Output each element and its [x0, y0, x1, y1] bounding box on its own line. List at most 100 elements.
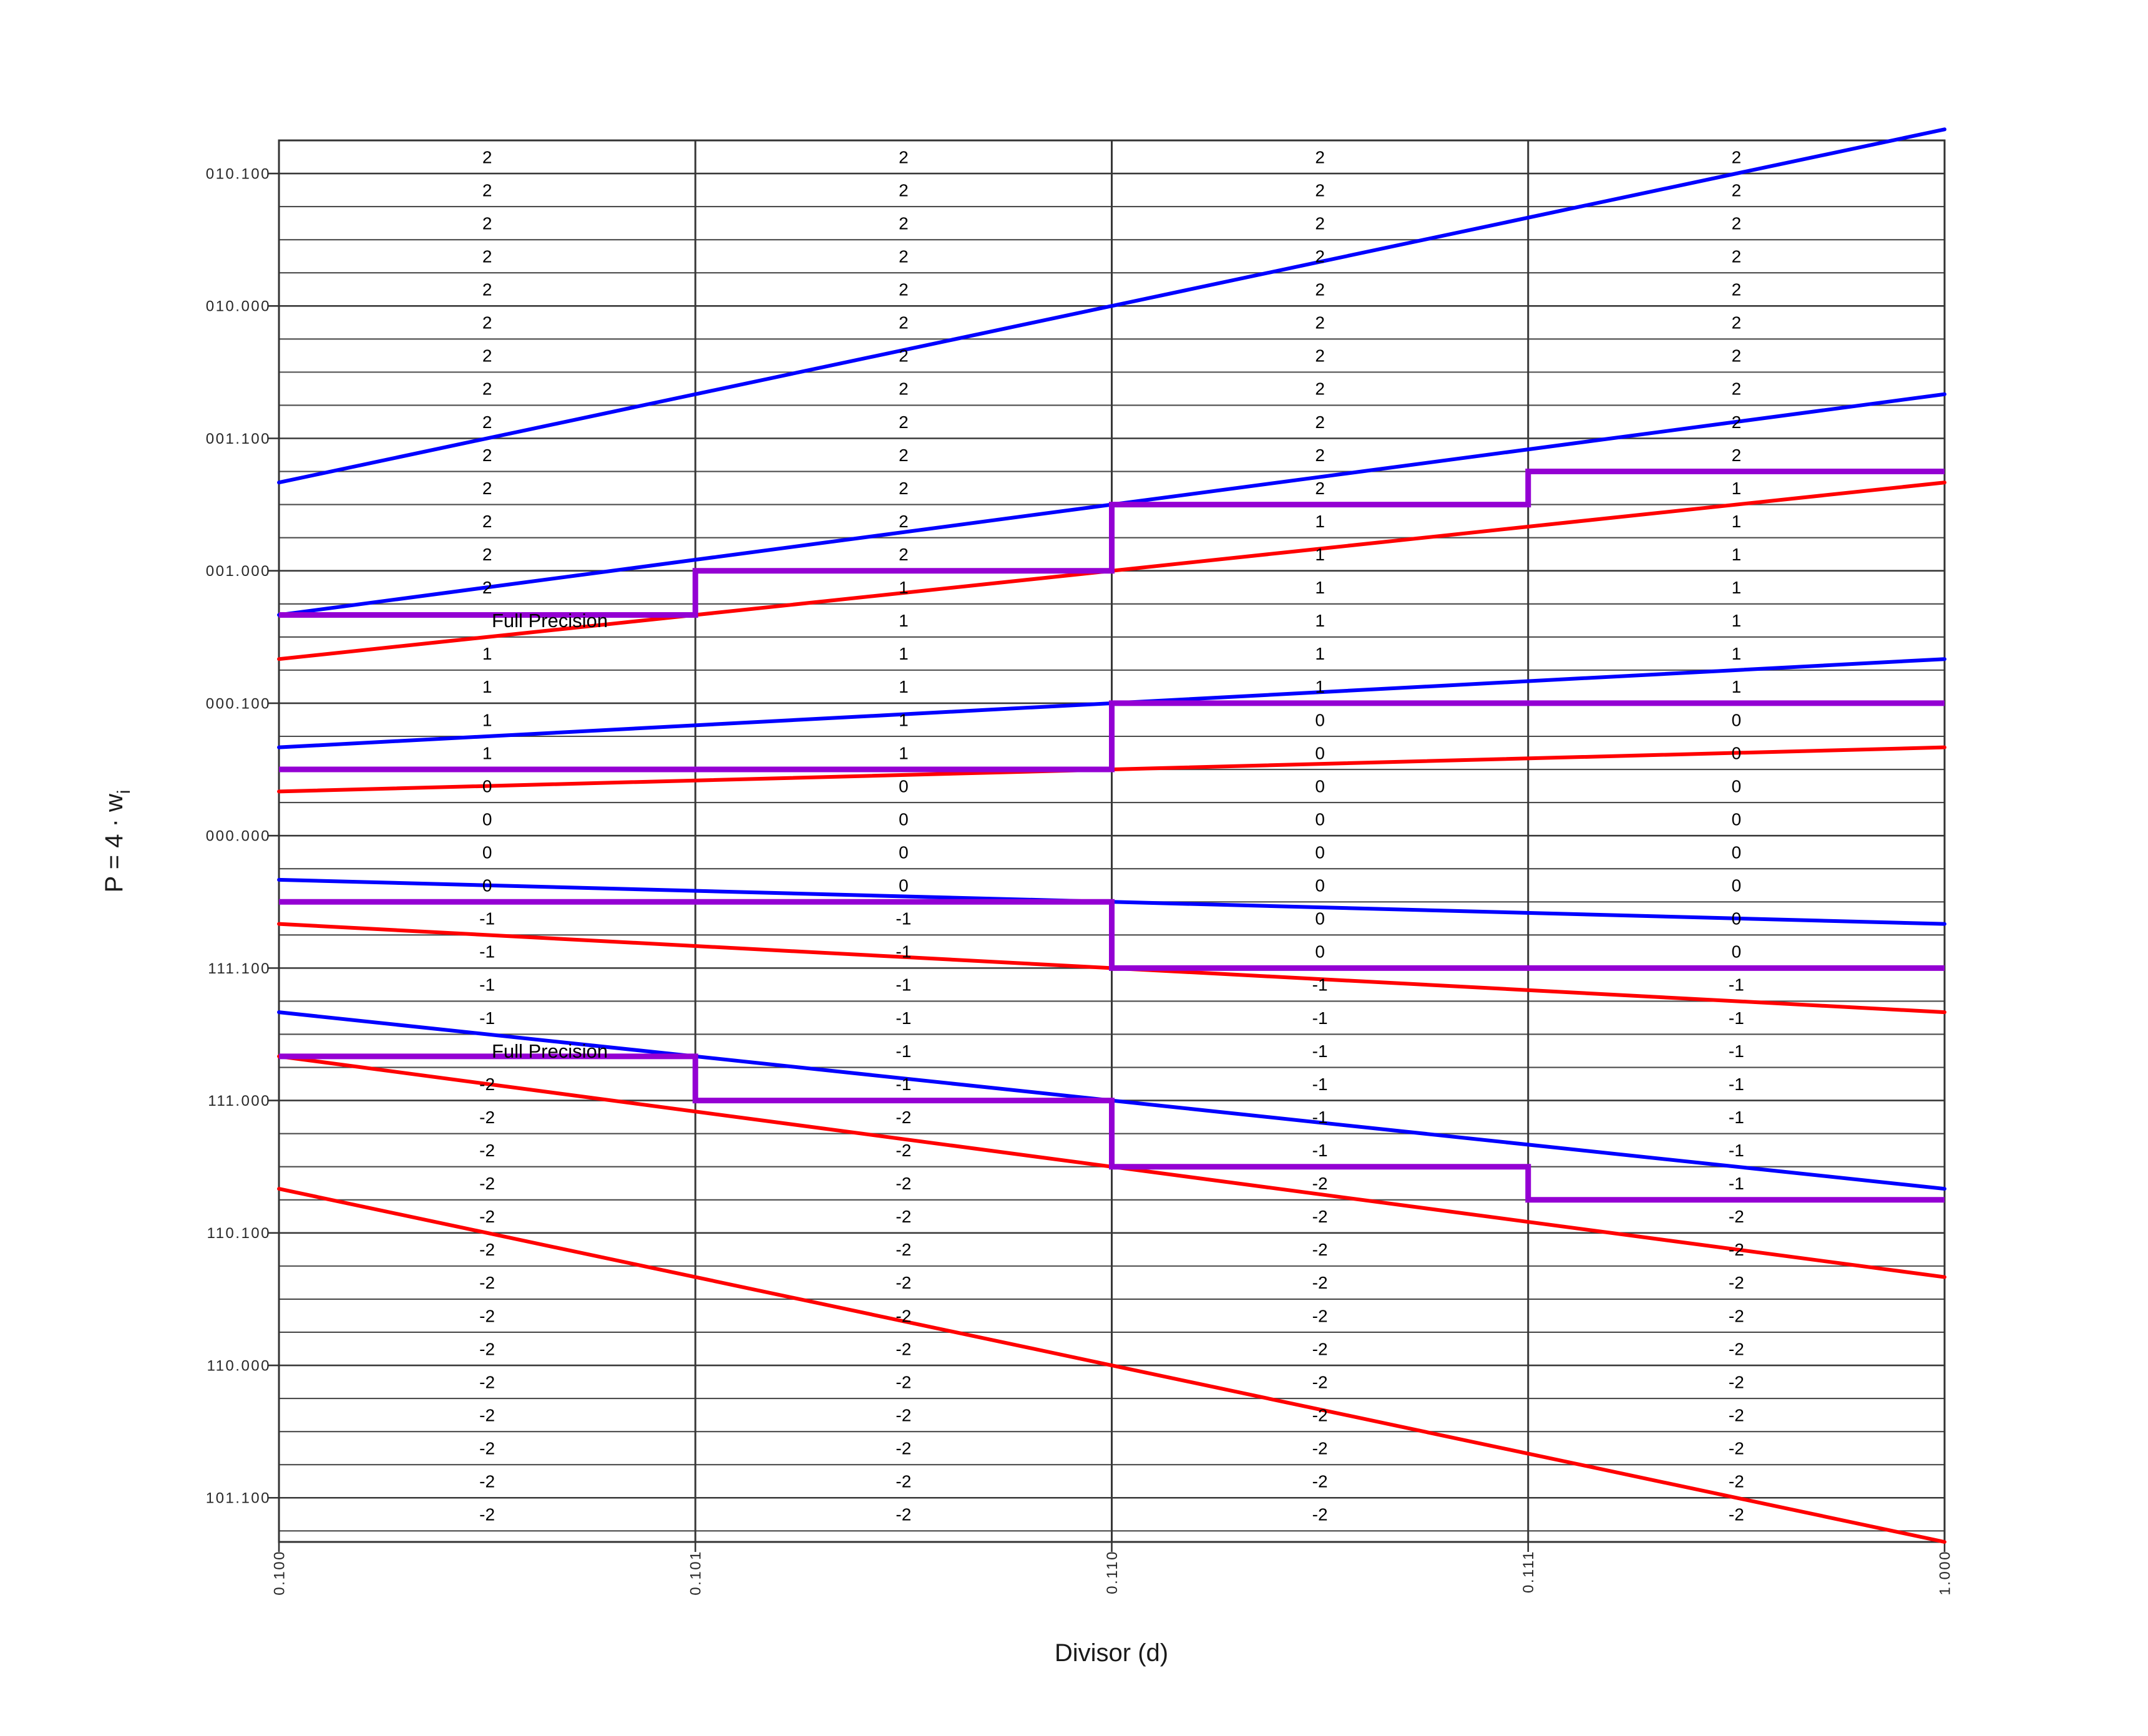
quotient-digit-cell: 2: [1732, 246, 1742, 266]
quotient-digit-cell: 2: [1315, 213, 1325, 233]
quotient-digit-cell: -1: [1312, 1008, 1328, 1028]
quotient-digit-cell: -2: [896, 1372, 911, 1392]
selection-bound-line: [277, 127, 1946, 485]
quotient-digit-cell: 0: [1315, 876, 1325, 895]
quotient-digit-cell: 0: [1732, 776, 1742, 796]
quotient-digit-cell: 0: [1315, 776, 1325, 796]
quotient-digit-cell: -2: [1312, 1306, 1328, 1325]
x-tick-label: 1.000: [1936, 1550, 1953, 1596]
quotient-digit-cell: -2: [1312, 1207, 1328, 1226]
quotient-digit-cell: -2: [479, 1075, 495, 1094]
quotient-digit-cell: 2: [1315, 280, 1325, 300]
quotient-digit-cell: 0: [1315, 710, 1325, 729]
quotient-digit-cell: -1: [896, 909, 911, 929]
quotient-digit-cell: -1: [896, 1041, 911, 1061]
quotient-digit-cell: 1: [1732, 578, 1742, 597]
quotient-digit-cell: 2: [899, 346, 909, 366]
quotient-digit-cell: -2: [479, 1240, 495, 1259]
quotient-digit-cell: 2: [899, 280, 909, 300]
quotient-digit-cell: 0: [1315, 809, 1325, 829]
quotient-digit-cell: 2: [1315, 246, 1325, 266]
digit-2-threshold: [279, 469, 1945, 618]
quotient-digit-cell: -2: [1312, 1472, 1328, 1491]
quotient-digit-cell: 2: [899, 313, 909, 333]
quotient-digit-cell: 2: [899, 180, 909, 200]
quotient-digit-cell: 2: [1732, 280, 1742, 300]
quotient-digit-cell: -2: [479, 1438, 495, 1458]
quotient-digit-cell: 2: [482, 446, 492, 465]
full-precision-annotation: Full Precision: [492, 1040, 608, 1062]
quotient-digit-cell: -2: [1729, 1405, 1744, 1425]
digit-1-threshold: [279, 700, 1945, 773]
quotient-digit-cell: 2: [1732, 446, 1742, 465]
quotient-digit-cell: 2: [482, 479, 492, 498]
y-tick-label: 111.100: [208, 960, 271, 977]
y-axis-title-subscript: i: [114, 790, 134, 794]
quotient-digit-cell: -1: [479, 942, 495, 962]
y-tick-label: 010.000: [206, 298, 271, 315]
y-axis-title-main: P = 4 · w: [100, 794, 128, 892]
quotient-digit-cell: -2: [479, 1273, 495, 1292]
quotient-digit-layer: 2 2 2 2 2 2 2 2 2 2 2 2 2 2 1 1 1 1 0 0 0 0 -1 -1 -1 -1 -2 -2 -2 -2 -2…: [479, 147, 1744, 1524]
quotient-digit-cell: -2: [1729, 1306, 1744, 1325]
quotient-digit-cell: -2: [896, 1240, 911, 1259]
quotient-digit-cell: 2: [1315, 180, 1325, 200]
quotient-digit-cell: 1: [1315, 512, 1325, 531]
quotient-digit-cell: 1: [899, 578, 909, 597]
quotient-digit-cell: 1: [1315, 677, 1325, 696]
quotient-digit-cell: 2: [1732, 180, 1742, 200]
quotient-digit-cell: 1: [899, 644, 909, 663]
quotient-digit-cell: -2: [1729, 1273, 1744, 1292]
quotient-digit-cell: 2: [899, 147, 909, 167]
quotient-digit-cell: 1: [1315, 545, 1325, 564]
quotient-digit-cell: 1: [482, 677, 492, 696]
quotient-digit-cell: 1: [899, 677, 909, 696]
quotient-digit-cell: -1: [1312, 1041, 1328, 1061]
annotations-layer: Full Precision Full Precision: [492, 610, 608, 1062]
quotient-digit-cell: 2: [899, 379, 909, 399]
quotient-digit-cell: 0: [1315, 743, 1325, 763]
quotient-digit-cell: 0: [482, 842, 492, 862]
y-tick-label: 110.100: [207, 1225, 271, 1242]
quotient-digit-cell: 2: [1315, 313, 1325, 333]
quotient-digit-cell: 1: [482, 644, 492, 663]
quotient-digit-cell: 1: [899, 710, 909, 729]
x-tick-label: 0.100: [271, 1550, 288, 1596]
quotient-digit-cell: -1: [896, 975, 911, 995]
quotient-digit-cell: 0: [899, 876, 909, 895]
quotient-digit-cell: -2: [1312, 1438, 1328, 1458]
quotient-digit-cell: -2: [896, 1505, 911, 1524]
quotient-digit-cell: 2: [1732, 147, 1742, 167]
quotient-digit-cell: -1: [479, 909, 495, 929]
tick-labels-layer: 010.100010.000001.100001.000000.100000.0…: [206, 165, 1954, 1595]
quotient-digit-cell: -1: [1729, 1141, 1744, 1160]
quotient-digit-cell: 0: [1732, 942, 1742, 962]
quotient-digit-cell: 2: [482, 379, 492, 399]
quotient-digit-cell: -2: [1729, 1240, 1744, 1259]
quotient-digit-cell: 0: [482, 776, 492, 796]
quotient-digit-cell: 0: [1732, 909, 1742, 929]
quotient-digit-cell: -2: [479, 1472, 495, 1491]
quotient-digit-cell: 2: [1732, 346, 1742, 366]
quotient-digit-cell: -2: [479, 1505, 495, 1524]
quotient-digit-cell: 2: [482, 346, 492, 366]
quotient-digit-cell: -2: [896, 1273, 911, 1292]
quotient-digit-cell: -1: [1729, 1075, 1744, 1094]
quotient-digit-cell: -1: [1729, 975, 1744, 995]
quotient-digit-cell: 1: [899, 743, 909, 763]
quotient-digit-cell: -2: [896, 1108, 911, 1127]
x-tick-label: 0.110: [1104, 1550, 1121, 1594]
quotient-digit-cell: 2: [899, 545, 909, 564]
x-tick-label: 0.101: [688, 1550, 705, 1596]
quotient-digit-cell: -1: [1312, 975, 1328, 995]
quotient-digit-cell: -2: [1312, 1372, 1328, 1392]
quotient-digit-cell: -2: [1312, 1505, 1328, 1524]
quotient-digit-cell: -1: [1312, 1075, 1328, 1094]
quotient-digit-cell: 1: [1732, 611, 1742, 630]
quotient-digit-cell: 0: [1732, 809, 1742, 829]
quotient-digit-cell: -2: [1312, 1174, 1328, 1193]
quotient-digit-cell: -2: [1312, 1405, 1328, 1425]
quotient-digit-cell: -2: [479, 1339, 495, 1358]
quotient-digit-cell: 2: [899, 479, 909, 498]
